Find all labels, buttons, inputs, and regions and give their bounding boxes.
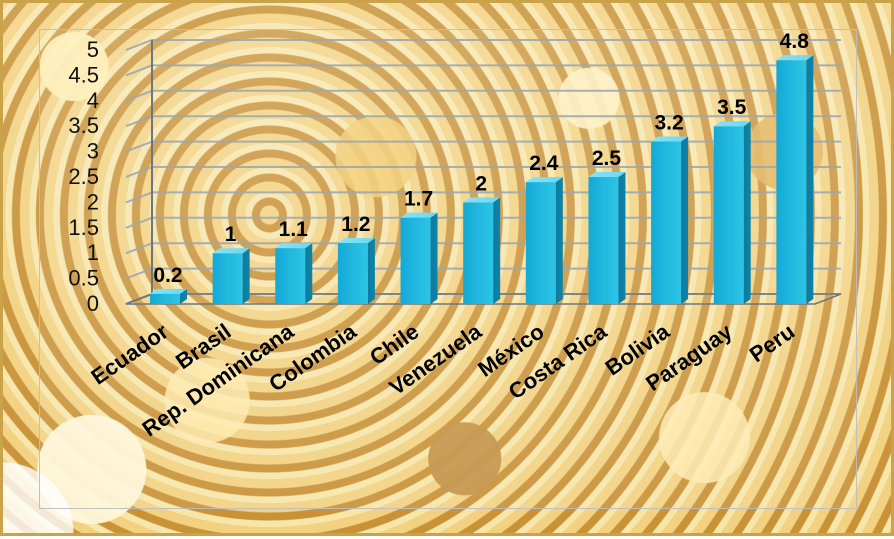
bar-side (367, 238, 375, 304)
bar-top (776, 55, 814, 61)
bar-side (493, 197, 501, 304)
bar-top (651, 136, 689, 142)
bar-top (588, 172, 626, 177)
bars-group (150, 55, 814, 304)
value-label: 1 (225, 223, 237, 246)
bar-top (525, 177, 563, 183)
bar-top (713, 121, 751, 127)
bar-side (305, 243, 313, 304)
y-tick-label: 0 (87, 291, 99, 316)
y-tick-label: 4.5 (68, 62, 99, 87)
bar-side (618, 172, 626, 304)
y-tick-label: 2 (87, 189, 99, 214)
y-tick-label: 3.5 (68, 113, 99, 138)
y-tick-label: 3 (87, 139, 99, 164)
bar-side (681, 136, 689, 304)
value-label: 1.7 (404, 188, 433, 211)
y-tick-label: 1 (87, 240, 99, 265)
bar-top (400, 212, 438, 218)
bar (651, 141, 682, 304)
y-tick-label: 0.5 (68, 266, 99, 291)
bar (150, 293, 180, 304)
bar-top (337, 238, 375, 244)
bar (337, 243, 368, 304)
value-label: 2.5 (592, 147, 622, 170)
value-label: 0.2 (153, 264, 182, 287)
value-label: 2 (475, 172, 487, 195)
y-tick-label: 4 (87, 88, 99, 113)
value-label: 1.1 (279, 218, 309, 241)
bar (400, 217, 431, 304)
y-tick-label: 2.5 (68, 164, 99, 189)
bar-top (463, 197, 501, 203)
bar (713, 126, 744, 304)
y-tick-label: 1.5 (68, 215, 99, 240)
bar (212, 253, 243, 304)
bar (776, 60, 807, 304)
bar-top (212, 248, 250, 254)
bar-side (180, 288, 187, 304)
category-label: Peru (745, 319, 799, 368)
bar-side (806, 55, 814, 304)
bar-top (150, 288, 187, 294)
bar-chart: 00.511.522.533.544.550.2Ecuador1Brasil1.… (68, 30, 842, 442)
value-label: 3.2 (654, 111, 683, 134)
value-label: 1.2 (341, 213, 370, 236)
bar (463, 202, 494, 304)
bar-side (430, 212, 438, 304)
bar (588, 177, 619, 304)
bar-side (743, 121, 751, 304)
category-label: Ecuador (86, 318, 173, 389)
y-tick-label: 5 (87, 37, 99, 62)
grid-line (125, 64, 841, 77)
value-label: 4.8 (780, 30, 810, 53)
bar-top (275, 243, 313, 249)
bar (525, 182, 556, 304)
bar-side (555, 177, 563, 304)
value-label: 2.4 (529, 152, 559, 175)
value-label: 3.5 (717, 96, 747, 119)
bar (275, 248, 306, 304)
axis-depth-line (125, 293, 153, 305)
bar-side (242, 248, 250, 304)
grid-line (125, 39, 841, 51)
